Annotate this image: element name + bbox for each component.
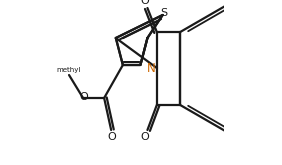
- Text: O: O: [141, 132, 149, 142]
- Text: O: O: [80, 92, 88, 102]
- Text: O: O: [108, 132, 116, 142]
- Text: N: N: [147, 62, 155, 75]
- Text: methyl: methyl: [56, 67, 80, 73]
- Text: S: S: [160, 8, 168, 18]
- Text: O: O: [141, 0, 149, 6]
